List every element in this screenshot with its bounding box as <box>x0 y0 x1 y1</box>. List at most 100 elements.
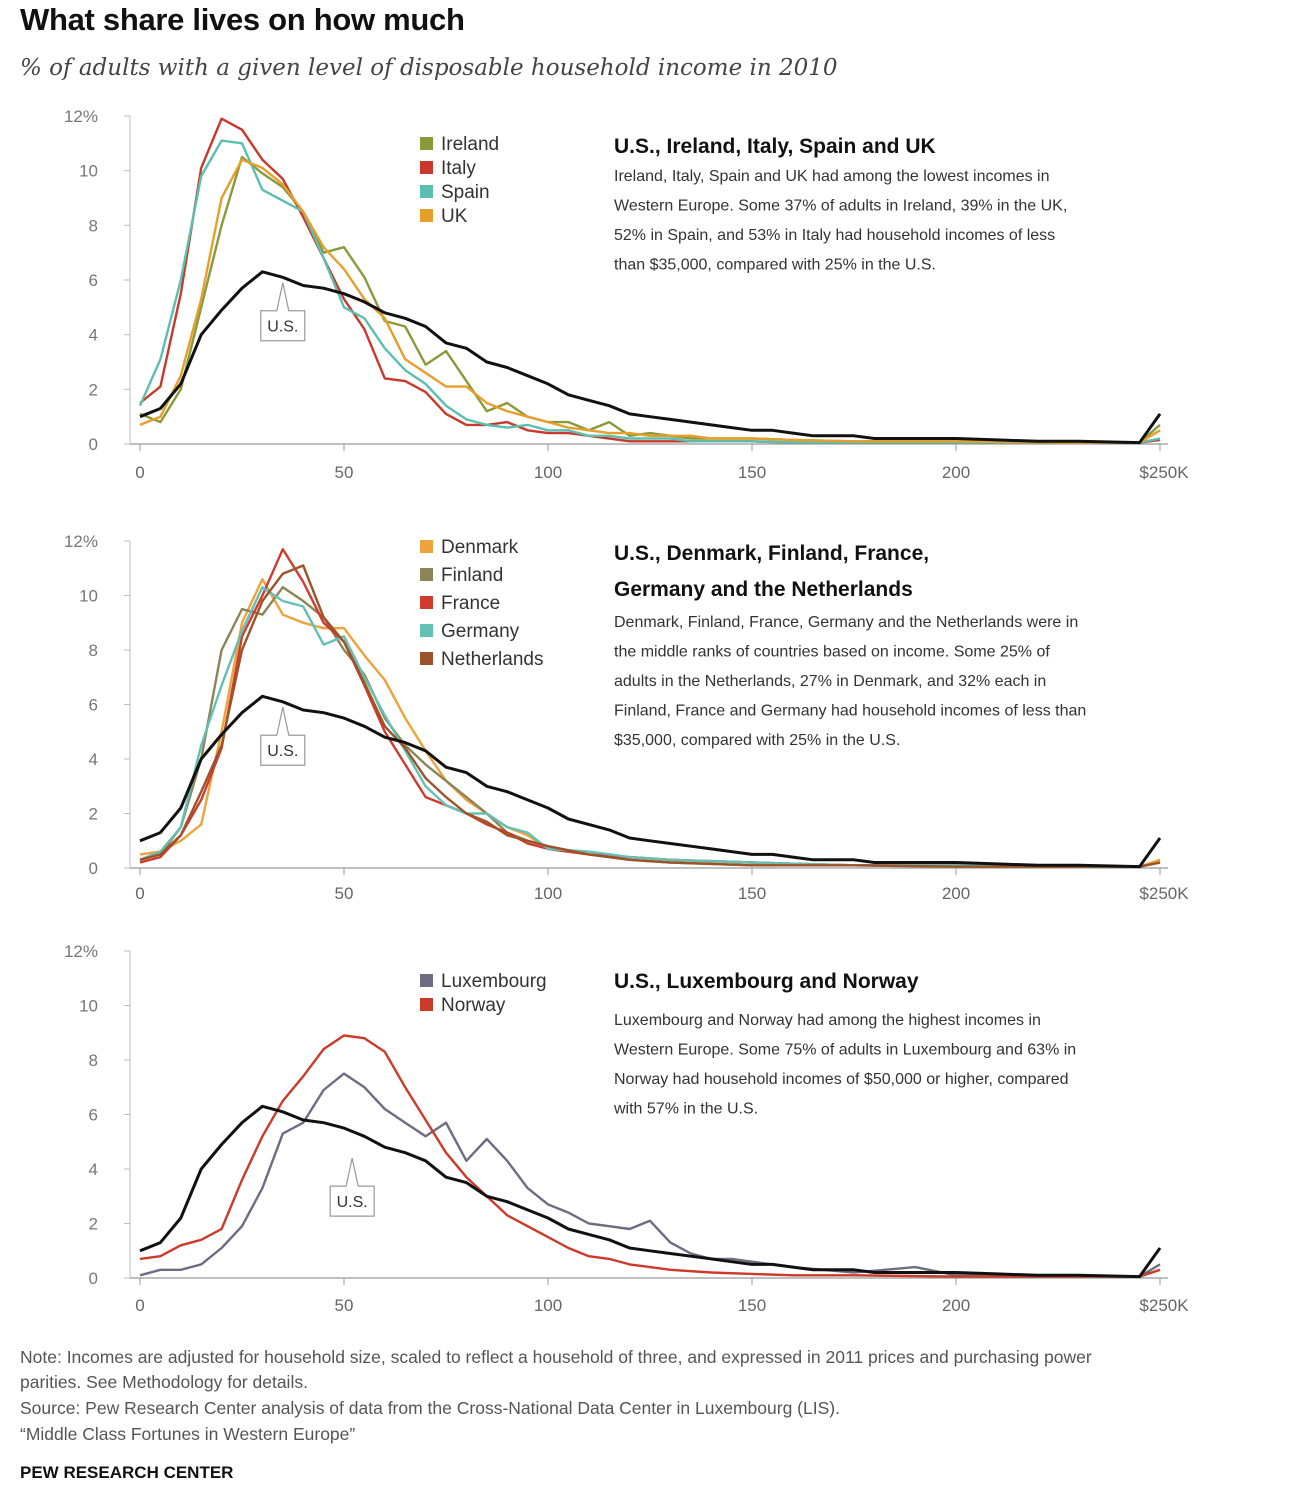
panel-description-line: Finland, France and Germany had househol… <box>614 703 1086 720</box>
legend-swatch-luxembourg <box>420 974 433 987</box>
x-tick-label: 200 <box>942 1296 970 1315</box>
legend-label-uk: UK <box>441 206 468 227</box>
y-tick-label: 0 <box>89 1269 98 1288</box>
brand-name: PEW RESEARCH CENTER <box>20 1463 234 1482</box>
y-tick-label: 12% <box>64 532 98 551</box>
y-tick-label: 4 <box>89 750 98 769</box>
panel-description-line: Denmark, Finland, France, Germany and th… <box>614 614 1078 631</box>
legend-label-france: France <box>441 593 500 614</box>
y-tick-label: 2 <box>89 380 98 399</box>
callout-box <box>329 1157 375 1217</box>
callout-label: U.S. <box>337 1194 368 1211</box>
legend-swatch-norway <box>420 998 433 1011</box>
x-tick-label: 100 <box>534 463 562 482</box>
series-line-netherlands <box>139 564 1161 868</box>
legend-label-luxembourg: Luxembourg <box>441 971 547 992</box>
chart-panel-2: 0 2 4 6 8 10 12% 0 50 100 150 200 $250K U.S. Denmark Fi… <box>64 532 1189 903</box>
panel-heading: U.S., Denmark, Finland, France, <box>614 542 929 565</box>
y-tick-label: 10 <box>79 997 98 1016</box>
legend-label-finland: Finland <box>441 565 503 586</box>
legend-swatch-denmark <box>420 540 433 553</box>
panel-description-line: with 57% in the U.S. <box>613 1101 758 1118</box>
legend-swatch-ireland <box>420 137 433 150</box>
legend-swatch-italy <box>420 161 433 174</box>
note-line-2: parities. See Methodology for details. <box>20 1372 308 1392</box>
panel-description-line: $35,000, compared with 25% in the U.S. <box>614 732 900 749</box>
y-tick-label: 6 <box>89 696 98 715</box>
legend-label-denmark: Denmark <box>441 537 519 558</box>
y-tick-label: 8 <box>89 641 98 660</box>
chart-subtitle: % of adults with a given level of dispos… <box>20 55 838 81</box>
y-tick-label: 4 <box>89 326 98 345</box>
x-tick-label: 50 <box>335 463 354 482</box>
y-tick-label: 0 <box>89 435 98 454</box>
x-tick-label: 0 <box>135 463 144 482</box>
x-tick-label: 50 <box>335 1296 354 1315</box>
x-tick-label: $250K <box>1139 884 1189 903</box>
x-tick-label: 200 <box>942 884 970 903</box>
panel-description-line: Norway had household incomes of $50,000 … <box>614 1071 1069 1088</box>
y-tick-label: 0 <box>89 859 98 878</box>
legend-swatch-finland <box>420 568 433 581</box>
series-line-uk <box>139 158 1161 444</box>
callout-box <box>260 707 306 766</box>
legend-swatch-uk <box>420 209 433 222</box>
y-tick-label: 2 <box>89 1215 98 1234</box>
source-line: Source: Pew Research Center analysis of … <box>20 1398 840 1418</box>
panel-description-line: Western Europe. Some 75% of adults in Lu… <box>614 1042 1076 1059</box>
legend-label-netherlands: Netherlands <box>441 649 543 670</box>
x-tick-label: $250K <box>1139 1296 1189 1315</box>
series-line-us <box>139 1104 1162 1279</box>
x-tick-label: 200 <box>942 463 970 482</box>
us-callout: U.S. <box>329 1157 375 1217</box>
x-tick-label: 0 <box>135 884 144 903</box>
y-tick-label: 10 <box>79 587 98 606</box>
y-tick-label: 6 <box>89 271 98 290</box>
report-line: “Middle Class Fortunes in Western Europe… <box>20 1424 356 1444</box>
panel-description-line: Luxembourg and Norway had among the high… <box>614 1012 1041 1029</box>
panel-description-line: than $35,000, compared with 25% in the U… <box>614 257 936 274</box>
y-tick-label: 12% <box>64 942 98 961</box>
x-tick-label: 150 <box>738 884 766 903</box>
y-tick-label: 12% <box>64 107 98 126</box>
chart-title: What share lives on how much <box>20 2 465 37</box>
us-callout: U.S. <box>260 707 306 766</box>
x-tick-label: 100 <box>534 884 562 903</box>
y-tick-label: 4 <box>89 1160 98 1179</box>
chart-panel-1: 0 2 4 6 8 10 12% 0 50 100 150 200 $250K U.S. Ireland It… <box>64 107 1189 482</box>
y-tick-label: 8 <box>89 216 98 235</box>
callout-box <box>260 282 306 342</box>
chart-panel-3: 0 2 4 6 8 10 12% 0 50 100 150 200 $250K U.S. Luxembour… <box>64 942 1189 1315</box>
panel-description-line: 52% in Spain, and 53% in Italy had house… <box>614 227 1055 244</box>
y-tick-label: 10 <box>79 162 98 181</box>
series-line-spain <box>138 139 1161 444</box>
x-tick-label: 150 <box>738 1296 766 1315</box>
y-tick-label: 6 <box>89 1106 98 1125</box>
x-tick-label: $250K <box>1139 463 1189 482</box>
series-line-germany <box>139 586 1161 868</box>
legend-swatch-netherlands <box>420 652 433 665</box>
panel-description-line: Ireland, Italy, Spain and UK had among t… <box>614 168 1050 185</box>
legend-label-germany: Germany <box>441 621 520 642</box>
callout-label: U.S. <box>267 319 298 336</box>
panel-description-line: adults in the Netherlands, 27% in Denmar… <box>614 673 1046 690</box>
legend-label-ireland: Ireland <box>441 134 499 155</box>
panel-heading: U.S., Ireland, Italy, Spain and UK <box>614 135 936 158</box>
us-callout: U.S. <box>260 282 306 342</box>
series-line-us <box>139 694 1162 869</box>
x-tick-label: 150 <box>738 463 766 482</box>
note-line-1: Note: Incomes are adjusted for household… <box>20 1347 1092 1367</box>
panel-heading: U.S., Luxembourg and Norway <box>614 970 919 993</box>
legend-label-spain: Spain <box>441 182 490 203</box>
y-tick-label: 8 <box>89 1051 98 1070</box>
panel-description-line: the middle ranks of countries based on i… <box>614 644 1050 661</box>
x-tick-label: 100 <box>534 1296 562 1315</box>
panel-heading: Germany and the Netherlands <box>614 578 913 601</box>
series-line-us <box>139 270 1162 445</box>
callout-label: U.S. <box>267 743 298 760</box>
panel-description-line: Western Europe. Some 37% of adults in Ir… <box>614 198 1067 215</box>
y-tick-label: 2 <box>89 805 98 824</box>
legend-swatch-spain <box>420 185 433 198</box>
x-tick-label: 0 <box>135 1296 144 1315</box>
